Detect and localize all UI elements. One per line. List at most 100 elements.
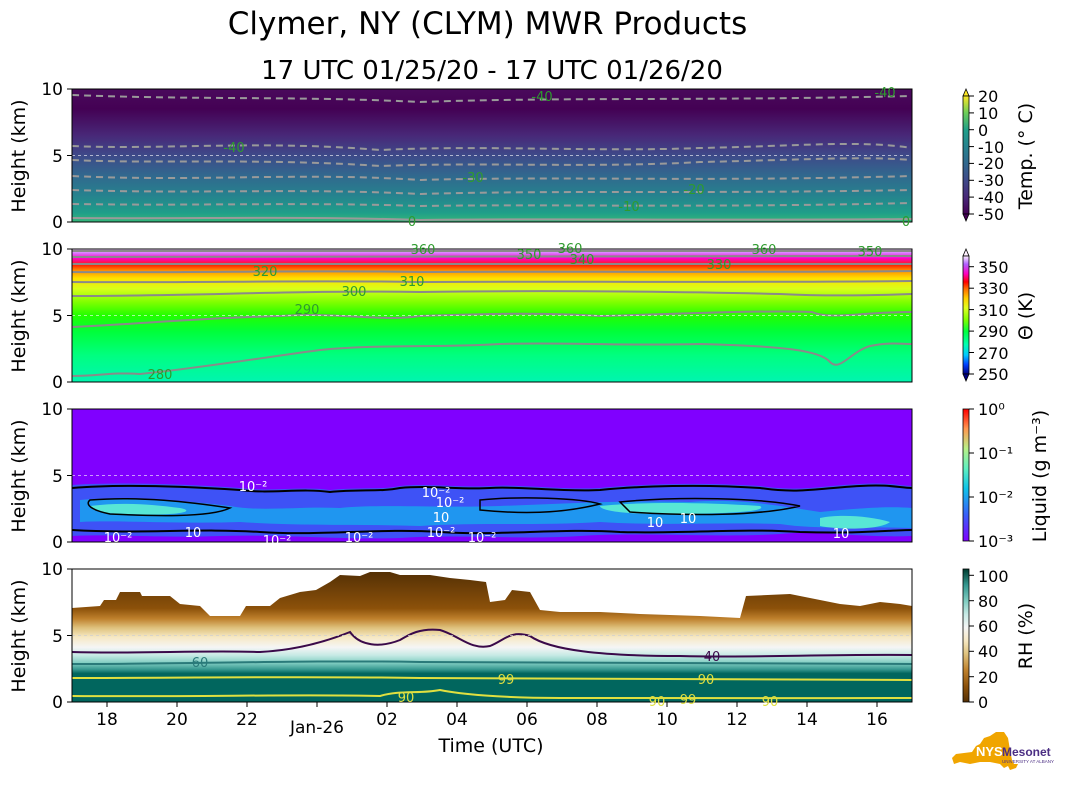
contour-label: 360 [411,243,436,258]
y-axis-label: Height (km) [8,579,30,692]
colorbar-tick: -50 [978,205,1004,224]
colorbar-tick: 10⁻² [978,488,1013,507]
y-axis: 10 5 0 Height (km) [8,560,72,713]
y-tick-label: 0 [52,693,63,713]
contour-label: 10⁻² [263,534,292,549]
x-tick-label: 18 [96,710,118,730]
contour-label: 10⁻² [468,531,497,546]
contour-label: 0 [902,215,910,230]
temperature-contour-line [72,189,912,196]
temperature-contour-line [72,142,912,152]
colorbar-label: Θ (K) [1015,292,1037,340]
liquid-contour-line [72,484,912,494]
rh-field [72,572,912,702]
y-axis: 10 5 0 Height (km) [8,400,72,553]
colorbar-tick: 10 [978,104,998,123]
y-tick-label: 10 [41,400,63,420]
y-axis-label: Height (km) [8,419,30,532]
rh-contour-line [72,660,912,665]
contour-label: 99 [498,673,515,688]
contour-label: 10 [647,516,664,531]
colorbar-tick: 250 [978,365,1009,384]
contour-label: 10⁻² [436,496,465,511]
svg-text:Mesonet: Mesonet [1002,745,1051,759]
new-york-state-icon [952,732,1018,770]
panel-temperature: -40 -40 -40 -30 -20 -10 0 0 10 5 0 Heigh… [8,80,1037,233]
y-tick-label: 5 [52,307,63,327]
x-tick-label: 08 [586,710,608,730]
colorbar-tick: 10⁰ [978,400,1005,419]
contour-label: 330 [707,258,732,273]
y-axis-label: Height (km) [8,99,30,212]
y-axis-label: Height (km) [8,259,30,372]
theta-contour-line [72,280,912,284]
panel-relative-humidity: 60 40 90 99 90 90 99 90 10 5 0 Height (k… [8,560,1037,713]
contour-label: 90 [398,691,415,706]
temperature-contour-line [72,202,912,208]
theta-contour-line [72,270,912,274]
contour-label: 10⁻² [345,531,374,546]
colorbar-tick: 10⁻¹ [978,444,1013,463]
colorbar-tick: 350 [978,258,1009,277]
colorbar-tick: 40 [978,642,998,661]
contour-label: 10 [680,512,697,527]
colorbar-potential-temperature: 350 330 310 290 270 250 Θ (K) [962,247,1037,384]
colorbar-liquid: 10⁰ 10⁻¹ 10⁻² 10⁻³ Liquid (g m⁻³) [962,400,1051,551]
x-axis: 18 20 22 Jan-26 02 04 06 08 10 12 14 16 … [96,702,888,757]
contour-label: 99 [680,693,697,708]
contour-label: 0 [408,215,416,230]
contour-label: 60 [192,656,209,671]
theta-contour-line [72,310,912,328]
colorbar-label: Liquid (g m⁻³) [1029,410,1051,542]
x-axis-label: Time (UTC) [437,735,543,757]
colorbar-tick: 330 [978,279,1009,298]
x-tick-label: 22 [236,710,258,730]
contour-label: 310 [400,275,425,290]
temperature-contour-line [72,216,912,222]
y-tick-label: 5 [52,467,63,487]
contour-label: 360 [752,243,777,258]
colorbar-tick: 290 [978,322,1009,341]
contour-label: 360 [558,242,583,257]
colorbar-tick: 10⁻³ [978,532,1013,551]
contour-label: 340 [570,253,595,268]
colorbar-tick: 270 [978,344,1009,363]
panel-potential-temperature: 280 290 300 310 320 330 340 350 360 360 … [8,240,1037,393]
contour-label: -20 [683,183,704,198]
contour-label: -40 [223,141,244,156]
theta-contour-line [72,290,912,297]
colorbar-relative-humidity: 100 80 60 40 20 0 RH (%) [962,567,1037,712]
contour-label: 320 [253,265,278,280]
colorbar-tick: -40 [978,188,1004,207]
contour-label: 10 [833,527,850,542]
x-tick-label: 12 [726,710,748,730]
x-tick-label: 02 [376,710,398,730]
x-tick-label: 06 [516,710,538,730]
chart-title: Clymer, NY (CLYM) MWR Products [227,6,748,42]
x-tick-label: 14 [796,710,818,730]
y-tick-label: 0 [52,373,63,393]
colorbar-tick: 20 [978,87,998,106]
y-tick-label: 0 [52,213,63,233]
contour-label: -40 [874,86,895,101]
contour-label: -40 [531,90,552,105]
temperature-contour-line [72,175,912,182]
contour-label: 10 [433,511,450,526]
contour-label: 300 [342,285,367,300]
colorbar-tick: 20 [978,668,998,687]
contour-label: 350 [858,245,883,260]
contour-label: 350 [517,248,542,263]
colorbar-tick: 0 [978,693,988,712]
contour-label: -10 [618,200,639,215]
y-axis: 10 5 0 Height (km) [8,240,72,393]
colorbar-tick: -10 [978,138,1004,157]
chart-subtitle: 17 UTC 01/25/20 - 17 UTC 01/26/20 [261,56,723,86]
colorbar-tick: 0 [978,121,988,140]
y-tick-label: 10 [41,80,63,100]
colorbar-tick: 80 [978,592,998,611]
colorbar-label: RH (%) [1015,603,1037,669]
y-tick-label: 5 [52,627,63,647]
colorbar-label: Temp. (° C) [1015,103,1037,210]
x-tick-label: 04 [446,710,468,730]
